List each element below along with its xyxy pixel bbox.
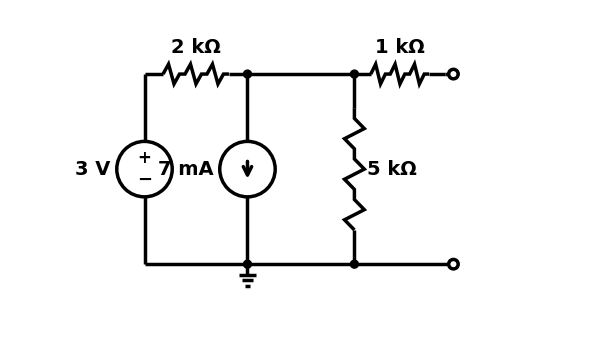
Circle shape [350,260,358,268]
Text: 7 mA: 7 mA [158,160,214,178]
Text: 1 kΩ: 1 kΩ [375,38,425,58]
Circle shape [244,260,251,268]
Text: 2 kΩ: 2 kΩ [171,38,221,58]
Text: +: + [137,149,152,167]
Text: −: − [137,171,152,189]
Circle shape [350,70,358,78]
Circle shape [449,70,458,79]
Text: 5 kΩ: 5 kΩ [367,160,417,178]
Text: 3 V: 3 V [76,160,111,178]
Circle shape [244,70,251,78]
Circle shape [449,260,458,269]
